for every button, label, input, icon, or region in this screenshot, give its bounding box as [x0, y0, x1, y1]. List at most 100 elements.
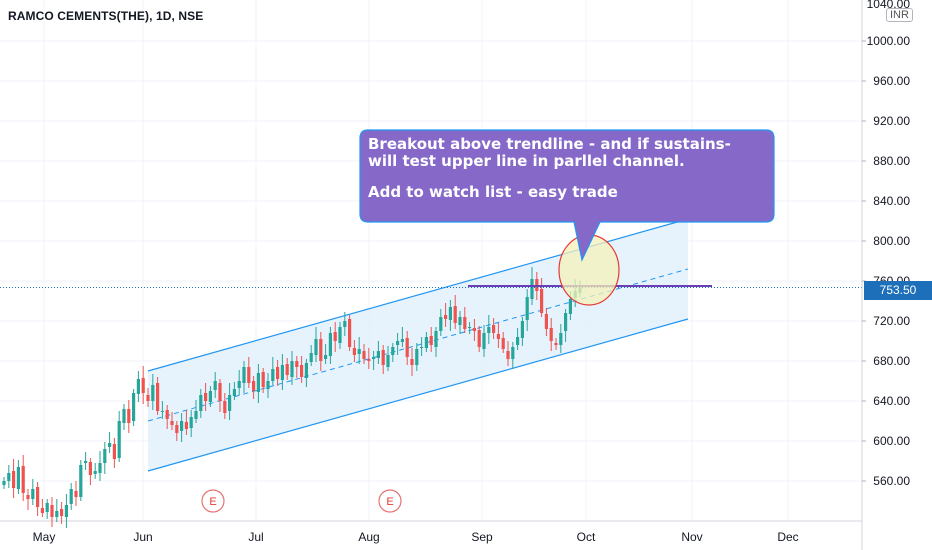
price-tick-label: 560.00: [873, 474, 910, 488]
candle-body: [199, 395, 203, 411]
candle-body: [64, 505, 68, 517]
candle-body: [290, 361, 294, 377]
candle-body: [160, 411, 164, 412]
candle-body: [271, 369, 275, 381]
candle-body: [511, 347, 515, 359]
candle-body: [228, 395, 232, 411]
candle-body: [252, 381, 256, 391]
candle-body: [98, 463, 102, 473]
candle-body: [540, 289, 544, 313]
candle-body: [492, 325, 496, 333]
candle-body: [194, 411, 198, 419]
candle-body: [568, 299, 572, 314]
candle-body: [468, 327, 472, 328]
earnings-marker: [378, 489, 402, 513]
candle-body: [184, 422, 188, 429]
candle-body: [357, 349, 361, 354]
candle-body: [36, 487, 40, 507]
price-tick-label: 920.00: [873, 114, 910, 128]
candle-body: [328, 333, 332, 356]
price-tick-label: 840.00: [873, 194, 910, 208]
candle-body: [439, 317, 443, 331]
candle-body: [554, 343, 558, 345]
candle-body: [381, 350, 385, 365]
price-tick-label: 640.00: [873, 394, 910, 408]
candle-body: [544, 314, 548, 329]
candle-body: [256, 373, 260, 392]
candle-body: [276, 367, 280, 379]
candle-body: [16, 467, 20, 489]
candle-body: [424, 337, 428, 348]
candle-body: [151, 385, 155, 401]
candle-body: [386, 355, 390, 367]
time-axis[interactable]: May Jun Jul Aug Sep Oct Nov Dec: [33, 530, 799, 544]
candle-body: [74, 491, 78, 497]
candle-body: [117, 421, 121, 458]
candle-body: [348, 319, 352, 347]
candlestick-series: [2, 267, 582, 528]
candle-body: [7, 473, 11, 481]
currency-badge[interactable]: INR: [886, 8, 913, 22]
time-tick-label: Jul: [248, 530, 263, 544]
symbol-title: RAMCO CEMENTS(THE), 1D, NSE: [8, 9, 204, 23]
candle-body: [146, 395, 150, 401]
candle-body: [549, 328, 553, 341]
candle-body: [132, 393, 136, 421]
candle-body: [564, 313, 568, 331]
candle-body: [79, 465, 83, 497]
annotation-line-1: Breakout above trendline - and if sustai…: [368, 135, 731, 153]
price-tick-label: 800.00: [873, 234, 910, 248]
candle-body: [69, 489, 73, 504]
price-axis[interactable]: 560.00600.00640.00680.00720.00760.00800.…: [861, 0, 910, 550]
annotation-callout: [359, 129, 775, 262]
candle-body: [12, 471, 16, 488]
candle-body: [367, 359, 371, 361]
candle-body: [189, 417, 193, 428]
candle-body: [247, 367, 251, 383]
candle-body: [31, 489, 35, 499]
annotation-line-2: will test upper line in parllel channel.: [368, 152, 685, 170]
candle-body: [453, 306, 457, 323]
channel-lower-line: [147, 318, 689, 472]
candle-body: [559, 333, 563, 345]
candle-body: [232, 389, 236, 396]
candle-body: [300, 365, 304, 377]
candle-body: [410, 359, 414, 365]
candle-body: [261, 372, 265, 387]
candle-body: [180, 421, 184, 431]
candle-body: [165, 410, 169, 419]
candle-body: [506, 351, 510, 359]
candle-body: [55, 511, 59, 517]
time-tick-label: Aug: [358, 530, 379, 544]
candle-body: [213, 381, 217, 390]
candle-body: [444, 315, 448, 319]
annotation-line-3: Add to watch list - easy trade: [368, 183, 618, 201]
time-tick-label: May: [33, 530, 56, 544]
candle-body: [434, 331, 438, 347]
candle-body: [477, 330, 481, 347]
time-tick-label: Sep: [471, 530, 493, 544]
candle-body: [237, 381, 241, 388]
candle-body: [108, 443, 112, 447]
candle-body: [458, 317, 462, 325]
candle-body: [352, 348, 356, 355]
candle-body: [40, 508, 44, 513]
candle-body: [343, 321, 347, 327]
time-tick-label: Oct: [577, 530, 596, 544]
time-tick-label: Dec: [777, 530, 798, 544]
candle-body: [93, 471, 97, 474]
candle-body: [60, 509, 64, 516]
candle-body: [112, 444, 116, 459]
earnings-marker-label: E: [209, 496, 216, 508]
candle-body: [285, 364, 289, 375]
price-tick-label: 960.00: [873, 74, 910, 88]
candle-body: [376, 351, 380, 358]
candle-body: [266, 381, 270, 389]
candle-body: [175, 425, 179, 433]
candle-body: [405, 338, 409, 357]
candle-body: [218, 383, 222, 401]
candle-body: [520, 321, 524, 338]
candle-body: [156, 383, 160, 411]
